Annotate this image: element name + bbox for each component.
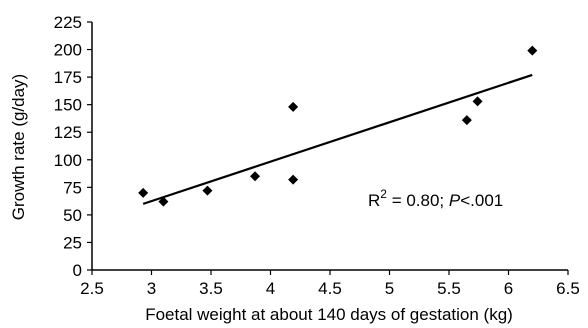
- y-tick-label: 100: [54, 151, 82, 170]
- y-axis-title: Growth rate (g/day): [9, 74, 28, 220]
- y-tick-label: 75: [63, 178, 82, 197]
- x-axis-ticks: 2.5 3 3.5 4 4.5 5 5.5 6 6.5: [80, 270, 580, 298]
- y-tick-label: 150: [54, 96, 82, 115]
- x-tick-label: 4: [266, 279, 275, 298]
- data-point: [472, 96, 483, 107]
- data-point: [461, 115, 472, 126]
- data-point: [527, 45, 538, 56]
- data-point: [288, 101, 299, 112]
- x-tick-label: 5.5: [437, 279, 461, 298]
- x-tick-label: 6.5: [556, 279, 580, 298]
- data-points: [138, 45, 538, 207]
- y-tick-label: 25: [63, 233, 82, 252]
- regression-annotation: R2 = 0.80; P<.001: [368, 187, 503, 210]
- x-tick-label: 4.5: [318, 279, 342, 298]
- x-tick-label: 2.5: [80, 279, 104, 298]
- data-point: [158, 196, 169, 207]
- data-point: [250, 171, 261, 182]
- data-point: [138, 187, 149, 198]
- y-tick-label: 125: [54, 123, 82, 142]
- x-tick-label: 6: [504, 279, 513, 298]
- x-tick-label: 3: [147, 279, 156, 298]
- trend-line: [142, 73, 533, 205]
- y-tick-label: 225: [54, 13, 82, 32]
- p-value: <.001: [460, 191, 503, 210]
- p-label: P: [449, 191, 461, 210]
- x-tick-label: 5: [385, 279, 394, 298]
- r-squared-value: = 0.80;: [387, 191, 449, 210]
- r-squared-superscript: 2: [380, 187, 387, 201]
- y-tick-label: 50: [63, 206, 82, 225]
- r-squared-label: R: [368, 191, 380, 210]
- data-point: [202, 185, 213, 196]
- y-tick-label: 0: [73, 261, 82, 280]
- x-axis-title: Foetal weight at about 140 days of gesta…: [145, 305, 513, 324]
- y-tick-label: 175: [54, 68, 82, 87]
- x-tick-label: 3.5: [199, 279, 223, 298]
- data-point: [288, 174, 299, 185]
- y-tick-label: 200: [54, 41, 82, 60]
- y-axis-ticks: 0 25 50 75 100 125 150 175 200 225: [54, 13, 92, 280]
